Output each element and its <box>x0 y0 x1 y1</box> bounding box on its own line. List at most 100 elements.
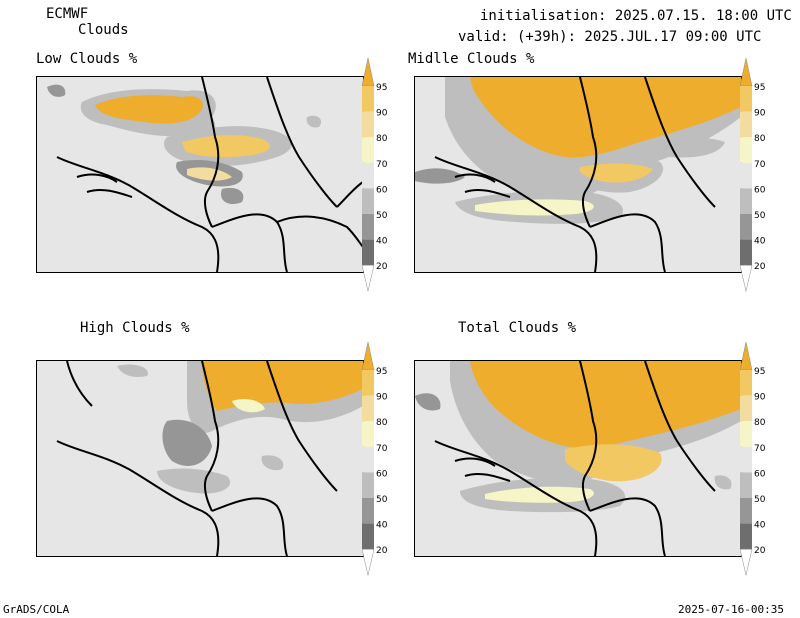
colorbar-label: 20 <box>376 262 388 272</box>
colorbar-svg: 95 90 80 70 60 50 40 20 <box>739 57 766 292</box>
map-canvas-total <box>415 361 741 556</box>
colorbar-label: 60 <box>754 469 766 479</box>
colorbar-middle: 95 90 80 70 60 50 40 20 <box>739 57 780 297</box>
colorbar-segment <box>740 370 752 396</box>
colorbar-bottom-arrow <box>739 548 753 576</box>
colorbar-segment <box>740 498 752 524</box>
borders-high <box>56 361 338 556</box>
colorbar-label: 50 <box>376 211 388 221</box>
colorbar-top-arrow <box>361 57 375 87</box>
colorbar-label: 20 <box>754 546 766 556</box>
colorbar-label: 40 <box>754 237 766 247</box>
colorbar-segment <box>740 395 752 422</box>
colorbar-segment <box>740 214 752 240</box>
colorbar-segment <box>740 162 752 189</box>
colorbar-total: 95 90 80 70 60 50 40 20 <box>739 341 780 581</box>
colorbar-label: 90 <box>376 393 388 403</box>
map-canvas-middle <box>415 77 741 272</box>
map-high-clouds <box>36 360 364 557</box>
colorbar-label: 80 <box>754 134 766 144</box>
colorbar-top-arrow <box>739 57 753 87</box>
colorbar-segment <box>362 421 374 447</box>
colorbar-label: 80 <box>754 418 766 428</box>
colorbar-label: 95 <box>754 83 765 93</box>
colorbar-segment <box>740 137 752 163</box>
valid-time: valid: (+39h): 2025.JUL.17 09:00 UTC <box>458 29 762 45</box>
colorbar-segment <box>362 239 374 266</box>
colorbar-segment <box>362 162 374 189</box>
colorbar-label: 60 <box>376 469 388 479</box>
product-label: Clouds <box>78 22 129 38</box>
colorbar-high: 95 90 80 70 60 50 40 20 <box>361 341 402 581</box>
colorbar-label: 60 <box>376 185 388 195</box>
colorbar-svg: 95 90 80 70 60 50 40 20 <box>361 341 388 576</box>
colorbar-svg: 95 90 80 70 60 50 40 20 <box>739 341 766 576</box>
colorbar-segment <box>362 214 374 240</box>
colorbar-label: 80 <box>376 418 388 428</box>
colorbar-label: 50 <box>376 495 388 505</box>
borders-total <box>434 361 716 556</box>
colorbar-label: 80 <box>376 134 388 144</box>
colorbar-label: 20 <box>376 546 388 556</box>
cloud-field-high <box>117 361 363 494</box>
colorbar-label: 70 <box>376 160 388 170</box>
footer-software: GrADS/COLA <box>3 603 70 616</box>
colorbar-segment <box>362 446 374 473</box>
colorbar-label: 70 <box>376 444 388 454</box>
colorbar-segment <box>362 472 374 498</box>
colorbar-segment <box>740 446 752 473</box>
cloud-field-low <box>47 84 322 205</box>
colorbar-label: 95 <box>376 83 387 93</box>
colorbar-label: 40 <box>376 237 388 247</box>
colorbar-label: 70 <box>754 160 766 170</box>
colorbar-segment <box>740 111 752 138</box>
colorbar-top-arrow <box>739 341 753 371</box>
colorbar-bottom-arrow <box>739 264 753 292</box>
colorbar-bottom-arrow <box>361 264 375 292</box>
colorbar-top-arrow <box>361 341 375 371</box>
colorbar-segment <box>740 523 752 550</box>
panel-title-total: Total Clouds % <box>458 320 577 336</box>
colorbar-segment <box>362 111 374 138</box>
colorbar-segment <box>362 370 374 396</box>
colorbar-segment <box>362 498 374 524</box>
borders-middle <box>434 77 716 272</box>
map-canvas-high <box>56 361 363 556</box>
init-time: initialisation: 2025.07.15. 18:00 UTC <box>480 8 792 24</box>
colorbar-label: 90 <box>754 109 766 119</box>
map-low-clouds <box>36 76 364 273</box>
panel-title-high: High Clouds % <box>80 320 190 336</box>
colorbar-label: 95 <box>376 367 387 377</box>
colorbar-label: 95 <box>754 367 765 377</box>
colorbar-segment <box>740 239 752 266</box>
colorbar-segment <box>740 86 752 112</box>
colorbar-label: 40 <box>754 521 766 531</box>
model-label: ECMWF <box>46 6 89 22</box>
map-total-clouds <box>414 360 742 557</box>
colorbar-label: 70 <box>754 444 766 454</box>
colorbar-segment <box>362 188 374 214</box>
footer-timestamp: 2025-07-16-00:35 <box>678 603 784 616</box>
cloud-field-middle <box>415 77 741 224</box>
colorbar-label: 40 <box>376 521 388 531</box>
panel-title-low: Low Clouds % <box>36 51 138 67</box>
map-middle-clouds <box>414 76 742 273</box>
panel-title-middle: Midlle Clouds % <box>408 51 535 67</box>
colorbar-svg: 95 90 80 70 60 50 40 20 <box>361 57 388 292</box>
colorbar-segment <box>740 472 752 498</box>
colorbar-segment <box>740 188 752 214</box>
colorbar-segment <box>362 86 374 112</box>
colorbar-segment <box>362 137 374 163</box>
cloud-field-total <box>415 361 741 513</box>
colorbar-label: 90 <box>754 393 766 403</box>
colorbar-bottom-arrow <box>361 548 375 576</box>
colorbar-segment <box>362 523 374 550</box>
colorbar-segment <box>740 421 752 447</box>
colorbar-label: 90 <box>376 109 388 119</box>
colorbar-label: 60 <box>754 185 766 195</box>
colorbar-low: 95 90 80 70 60 50 40 20 <box>361 57 402 297</box>
map-canvas-low <box>47 77 363 272</box>
colorbar-segment <box>362 395 374 422</box>
colorbar-label: 20 <box>754 262 766 272</box>
borders-low <box>56 77 363 272</box>
